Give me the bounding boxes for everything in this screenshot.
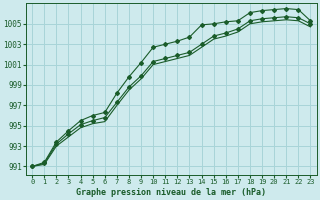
X-axis label: Graphe pression niveau de la mer (hPa): Graphe pression niveau de la mer (hPa): [76, 188, 266, 197]
